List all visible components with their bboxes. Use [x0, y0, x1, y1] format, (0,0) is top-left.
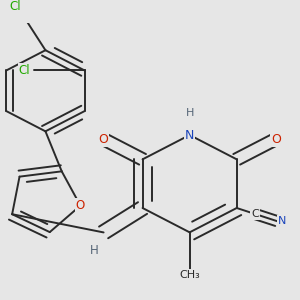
Text: N: N	[185, 128, 194, 142]
Text: H: H	[185, 108, 194, 118]
Text: O: O	[98, 133, 108, 146]
Text: N: N	[278, 216, 286, 226]
Text: Cl: Cl	[19, 64, 31, 77]
Text: Cl: Cl	[10, 0, 21, 13]
Text: O: O	[271, 133, 281, 146]
Text: H: H	[90, 244, 99, 257]
Text: CH₃: CH₃	[179, 270, 200, 280]
Text: C: C	[251, 209, 259, 219]
Text: O: O	[76, 199, 85, 212]
